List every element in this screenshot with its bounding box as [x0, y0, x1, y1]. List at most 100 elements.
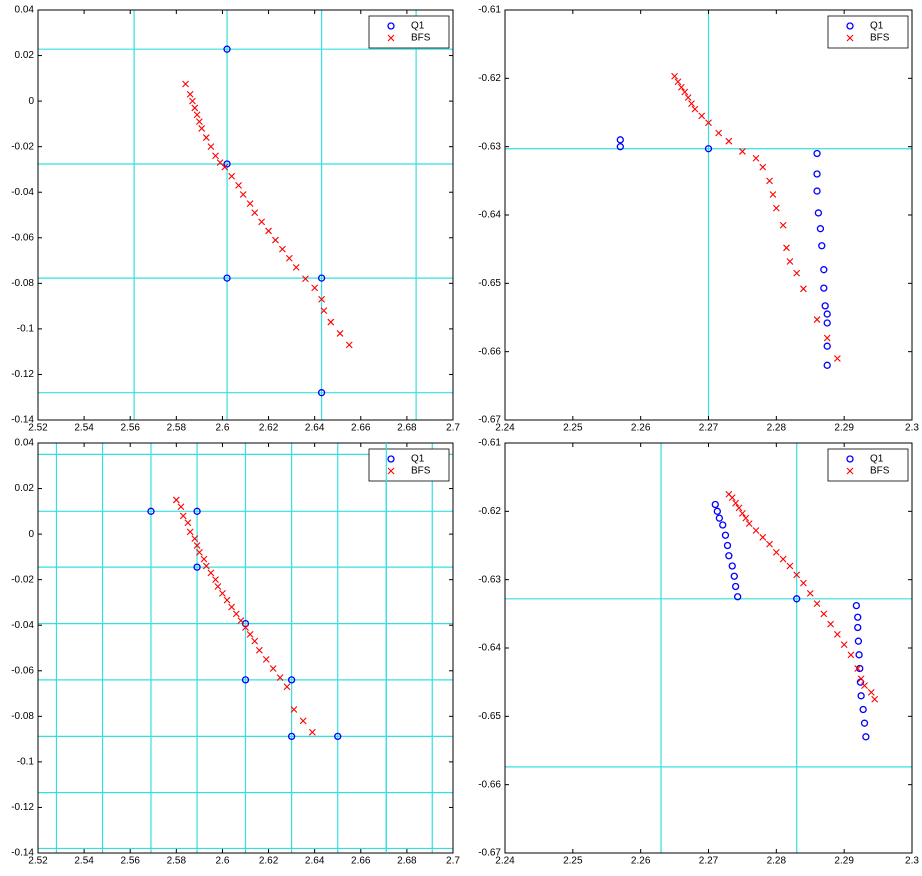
- q1-point: [820, 284, 828, 292]
- q1-point: [223, 45, 231, 53]
- y-tick-label: -0.62: [478, 506, 501, 517]
- bfs-point: [735, 504, 743, 512]
- bfs-point: [786, 562, 794, 570]
- bfs-point: [290, 706, 298, 713]
- y-tick-label: -0.1: [17, 757, 35, 768]
- x-tick-label: 2.52: [28, 423, 48, 434]
- q1-point: [721, 531, 730, 539]
- q1-point: [814, 209, 823, 217]
- x-tick-label: 2.3: [905, 856, 919, 867]
- y-tick-label: -0.64: [478, 643, 501, 654]
- x-tick-label: 2.6: [215, 856, 229, 867]
- q1-point: [719, 521, 727, 529]
- legend-label: Q1: [411, 21, 425, 32]
- bfs-point: [772, 548, 780, 556]
- bfs-point: [847, 651, 855, 659]
- y-tick-label: 0.04: [15, 438, 35, 449]
- bfs-point: [752, 154, 760, 162]
- x-tick-label: 2.62: [259, 856, 279, 867]
- legend-label: Q1: [411, 454, 425, 465]
- bfs-point: [759, 163, 767, 171]
- bfs-point: [728, 494, 736, 502]
- y-tick-label: -0.04: [11, 187, 34, 198]
- y-tick-label: -0.06: [11, 232, 34, 243]
- bfs-point: [279, 245, 286, 253]
- bfs-point: [212, 576, 219, 584]
- bfs-point: [793, 571, 801, 579]
- bfs-point: [840, 641, 848, 648]
- q1-point: [823, 319, 831, 327]
- x-tick-label: 2.29: [834, 423, 854, 434]
- bfs-point: [684, 94, 692, 101]
- bfs-point: [191, 104, 199, 112]
- bfs-point: [739, 148, 746, 155]
- x-tick-label: 2.6: [215, 423, 229, 434]
- bfs-point: [193, 542, 201, 549]
- q1-point: [820, 266, 828, 274]
- bfs-point: [272, 236, 279, 244]
- bfs-point: [221, 163, 229, 171]
- y-tick-label: -0.66: [478, 779, 501, 790]
- y-tick-label: -0.1: [17, 324, 35, 335]
- bfs-point: [681, 88, 689, 96]
- legend-label: BFS: [411, 33, 431, 44]
- q1-point: [241, 676, 250, 684]
- x-tick-label: 2.3: [905, 423, 919, 434]
- q1-point: [854, 613, 862, 621]
- q1-point: [241, 619, 250, 628]
- y-tick-label: 0: [28, 529, 34, 540]
- q1-point: [731, 582, 740, 591]
- q1-point: [193, 563, 201, 571]
- legend-label: Q1: [870, 21, 884, 32]
- legend-label: BFS: [870, 33, 890, 44]
- bfs-point: [871, 695, 879, 703]
- legend-box: [827, 448, 909, 482]
- x-tick-label: 2.27: [699, 856, 719, 867]
- bfs-point: [691, 105, 699, 113]
- q1-point: [813, 170, 821, 178]
- x-tick-label: 2.26: [631, 856, 651, 867]
- q1-point: [734, 593, 742, 601]
- bfs-point: [327, 318, 335, 326]
- y-tick-label: -0.14: [11, 415, 34, 426]
- y-tick-label: -0.61: [478, 5, 501, 16]
- bfs-point: [246, 200, 254, 207]
- x-tick-label: 2.66: [351, 856, 371, 867]
- legend-label: BFS: [411, 466, 431, 477]
- bfs-point: [674, 78, 682, 86]
- q1-point: [855, 651, 863, 659]
- y-tick-label: -0.63: [478, 574, 501, 585]
- bfs-point: [688, 100, 695, 108]
- y-tick-label: -0.04: [11, 620, 34, 631]
- x-tick-label: 2.54: [74, 856, 94, 867]
- bfs-point: [255, 646, 263, 654]
- bfs-point: [219, 589, 226, 597]
- legend-marker: [387, 34, 395, 42]
- x-tick-label: 2.56: [120, 856, 140, 867]
- y-tick-label: -0.62: [478, 73, 501, 84]
- legend-label: BFS: [870, 466, 890, 477]
- y-tick-label: -0.08: [11, 711, 34, 722]
- subplot: 2.24 2.25 2.26 2.27 2.28 2.29 2.3 -0.67 -0.66 -0.…: [478, 5, 919, 434]
- bfs-point: [251, 637, 259, 645]
- q1-point: [823, 361, 831, 369]
- legend-marker: [846, 22, 854, 30]
- x-tick-label: 2.27: [699, 423, 719, 434]
- bfs-point: [854, 665, 862, 672]
- x-tick-label: 2.52: [28, 856, 48, 867]
- subplot: 2.52 2.54 2.56 2.58 2.6 2.62 2.64 2.66 2.68 2.7 -0…: [11, 5, 460, 434]
- y-tick-label: -0.67: [478, 415, 501, 426]
- y-tick-label: -0.02: [11, 574, 34, 585]
- x-tick-label: 2.26: [631, 423, 651, 434]
- q1-point: [223, 274, 231, 282]
- x-tick-label: 2.54: [74, 423, 94, 434]
- x-tick-label: 2.25: [563, 423, 583, 434]
- bfs-point: [202, 134, 210, 141]
- bfs-point: [783, 244, 790, 252]
- bfs-point: [186, 90, 194, 98]
- x-tick-label: 2.64: [305, 423, 325, 434]
- y-tick-label: 0.02: [15, 483, 35, 494]
- bfs-point: [193, 111, 201, 119]
